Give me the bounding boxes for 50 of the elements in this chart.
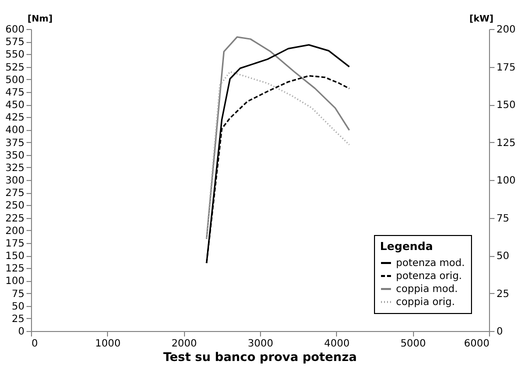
legend-label: potenza orig. bbox=[396, 271, 462, 282]
y-tick-label: 0 bbox=[18, 326, 24, 338]
y2-tick-label: 125 bbox=[496, 138, 516, 149]
y-tick-label: 350 bbox=[5, 150, 24, 162]
y-tick-label: 400 bbox=[5, 125, 24, 136]
y-axis-title: [Nm] bbox=[28, 14, 53, 24]
y-tick-label: 600 bbox=[5, 24, 24, 36]
legend-title: Legenda bbox=[380, 240, 433, 253]
x-tick-label: 1000 bbox=[95, 338, 121, 350]
y-tick-label: 175 bbox=[5, 238, 24, 250]
y-tick-label: 250 bbox=[5, 200, 24, 212]
y-tick-label: 550 bbox=[5, 50, 24, 61]
x-tick-label: 3000 bbox=[248, 338, 274, 350]
y2-tick-label: 75 bbox=[496, 213, 510, 224]
y-tick-label: 500 bbox=[5, 74, 24, 86]
x-tick-label: 2000 bbox=[171, 338, 197, 350]
y-tick-label: 425 bbox=[5, 112, 24, 124]
y2-tick-label: 100 bbox=[496, 176, 516, 186]
x-tick-label: 0 bbox=[32, 338, 38, 350]
y-tick-label: 275 bbox=[5, 188, 24, 200]
y2-tick-label: 25 bbox=[496, 288, 510, 300]
y-tick-label: 25 bbox=[12, 314, 24, 325]
y-tick-label: 75 bbox=[12, 288, 24, 300]
y-tick-label: 300 bbox=[5, 176, 24, 186]
y-tick-label: 50 bbox=[12, 301, 24, 312]
y-tick-label: 450 bbox=[5, 100, 24, 111]
y2-tick-label: 200 bbox=[496, 24, 516, 36]
y-tick-label: 375 bbox=[5, 138, 24, 149]
y2-axis-title: [kW] bbox=[469, 14, 494, 24]
x-tick-label: 4000 bbox=[324, 338, 350, 350]
y2-tick-label: 150 bbox=[496, 100, 516, 111]
y2-tick-label: 0 bbox=[496, 326, 503, 338]
y-tick-label: 100 bbox=[5, 276, 24, 288]
text: Test su banco prova potenza bbox=[163, 350, 357, 364]
legend-label: potenza mod. bbox=[396, 258, 465, 269]
y2-tick-label: 50 bbox=[496, 251, 510, 262]
y-tick-label: 475 bbox=[5, 87, 24, 98]
x-tick-label: 6000 bbox=[464, 338, 490, 350]
legend-label: coppia orig. bbox=[396, 297, 455, 308]
y-tick-label: 225 bbox=[5, 213, 24, 224]
y-tick-label: 150 bbox=[5, 251, 24, 262]
y-tick-label: 125 bbox=[5, 264, 24, 275]
legend-label: coppia mod. bbox=[396, 284, 458, 295]
y2-tick-label: 175 bbox=[496, 62, 516, 74]
y-tick-label: 200 bbox=[5, 226, 24, 237]
y-tick-label: 575 bbox=[5, 37, 24, 48]
x-tick-label: 5000 bbox=[400, 338, 426, 350]
y-tick-label: 525 bbox=[5, 62, 24, 74]
y-tick-label: 325 bbox=[5, 162, 24, 174]
line-series bbox=[206, 71, 350, 239]
